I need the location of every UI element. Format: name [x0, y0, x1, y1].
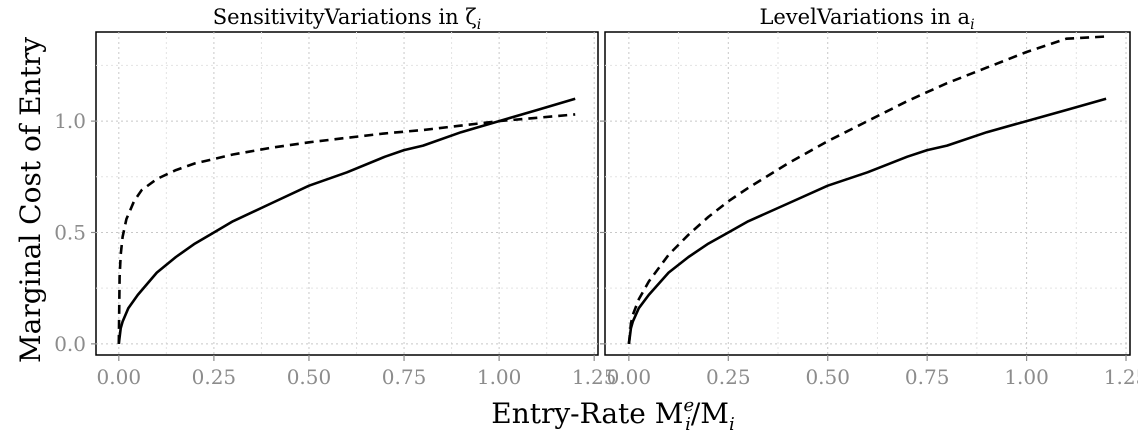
- x-tick-label: 1.00: [1004, 365, 1049, 389]
- x-tick-label: 0.00: [97, 365, 142, 389]
- x-tick-label: 0.75: [382, 365, 427, 389]
- x-tick-label: 1.25: [1104, 365, 1138, 389]
- panel-title: SensitivityVariations in ζi: [213, 5, 481, 33]
- panel-frame: [604, 31, 1131, 356]
- series-solid-line: [117, 97, 576, 345]
- series-dashed-line: [117, 113, 576, 344]
- panel-y-ticks: [600, 120, 605, 345]
- series-solid-line: [627, 97, 1107, 345]
- panel-lines: [117, 97, 576, 345]
- x-tick-label: 0.25: [192, 365, 237, 389]
- y-tick-label: 0.0: [54, 332, 86, 356]
- y-axis-label: Marginal Cost of Entry: [14, 37, 47, 363]
- panel-sensitivity: 0.00 0.25 0.50 0.75 1.00 1.25 0.0 0.5 1.0 Sensi…: [54, 5, 616, 389]
- panel-grid: [605, 32, 1130, 355]
- x-tick-label: 0.25: [706, 365, 751, 389]
- panel-level: 0.00 0.25 0.50 0.75 1.00 1.25 LevelVariations…: [600, 5, 1138, 389]
- x-axis-label: Entry-Rate Me i/Mi: [491, 395, 735, 435]
- panel-x-ticks: 0.00 0.25 0.50 0.75 1.00 1.25: [97, 355, 617, 389]
- panel-frame: [95, 31, 599, 356]
- x-tick-label: 0.75: [905, 365, 950, 389]
- panel-y-ticks: 0.0 0.5 1.0: [54, 109, 96, 356]
- x-tick-label: 0.50: [287, 365, 332, 389]
- x-tick-label: 0.00: [607, 365, 652, 389]
- y-tick-label: 1.0: [54, 109, 86, 133]
- panel-lines: [627, 35, 1107, 345]
- x-tick-label: 1.00: [477, 365, 522, 389]
- panel-title: LevelVariations in ai: [759, 5, 974, 33]
- panel-x-ticks: 0.00 0.25 0.50 0.75 1.00 1.25: [607, 355, 1138, 389]
- y-tick-label: 0.5: [54, 220, 86, 244]
- panel-grid: [96, 32, 598, 355]
- series-dashed-line: [627, 35, 1107, 345]
- x-tick-label: 0.50: [805, 365, 850, 389]
- x-tick-label: 1.25: [572, 365, 617, 389]
